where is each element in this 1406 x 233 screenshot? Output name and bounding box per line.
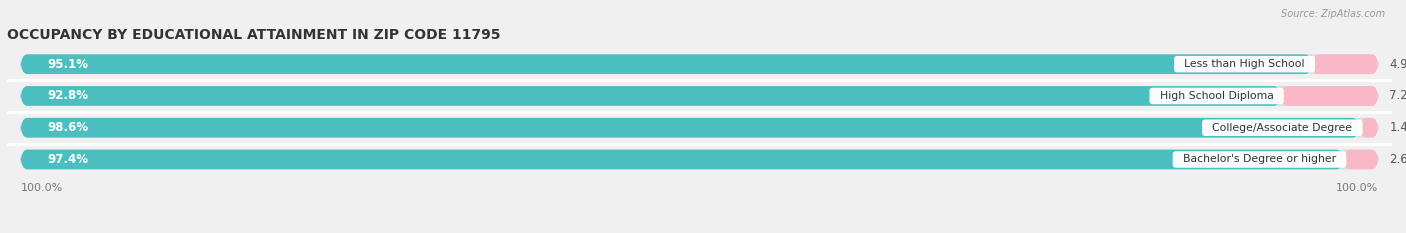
FancyBboxPatch shape	[21, 118, 1360, 137]
FancyBboxPatch shape	[21, 150, 1378, 169]
FancyBboxPatch shape	[21, 86, 1378, 106]
FancyBboxPatch shape	[1360, 118, 1378, 137]
FancyBboxPatch shape	[21, 118, 1378, 137]
Text: Source: ZipAtlas.com: Source: ZipAtlas.com	[1281, 9, 1385, 19]
Text: College/Associate Degree: College/Associate Degree	[1205, 123, 1360, 133]
Text: High School Diploma: High School Diploma	[1153, 91, 1281, 101]
Text: 95.1%: 95.1%	[48, 58, 89, 71]
Text: 1.4%: 1.4%	[1389, 121, 1406, 134]
Text: 92.8%: 92.8%	[48, 89, 89, 103]
Text: 98.6%: 98.6%	[48, 121, 89, 134]
Text: OCCUPANCY BY EDUCATIONAL ATTAINMENT IN ZIP CODE 11795: OCCUPANCY BY EDUCATIONAL ATTAINMENT IN Z…	[7, 28, 501, 42]
Text: Less than High School: Less than High School	[1177, 59, 1312, 69]
FancyBboxPatch shape	[21, 86, 1281, 106]
Text: 7.2%: 7.2%	[1389, 89, 1406, 103]
Text: 2.6%: 2.6%	[1389, 153, 1406, 166]
Text: Bachelor's Degree or higher: Bachelor's Degree or higher	[1175, 154, 1343, 164]
Text: 4.9%: 4.9%	[1389, 58, 1406, 71]
Text: 100.0%: 100.0%	[21, 183, 63, 193]
Text: 97.4%: 97.4%	[48, 153, 89, 166]
FancyBboxPatch shape	[1312, 54, 1378, 74]
FancyBboxPatch shape	[21, 150, 1343, 169]
FancyBboxPatch shape	[1343, 150, 1378, 169]
Text: 100.0%: 100.0%	[1336, 183, 1378, 193]
FancyBboxPatch shape	[1281, 86, 1378, 106]
FancyBboxPatch shape	[21, 54, 1378, 74]
FancyBboxPatch shape	[21, 54, 1312, 74]
